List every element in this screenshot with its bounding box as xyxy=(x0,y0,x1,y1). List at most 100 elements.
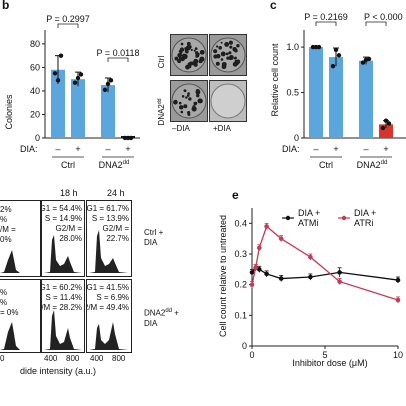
c-group-ctrl: Ctrl xyxy=(319,160,333,170)
b-pval-dna2: P = 0.0118 xyxy=(97,48,140,58)
plate-col-plus-dia: +DIA xyxy=(213,124,232,133)
colony-dot xyxy=(183,89,187,93)
colony-dot xyxy=(186,41,191,46)
c-point xyxy=(333,47,339,53)
d-xtick-2: 800 xyxy=(66,354,80,363)
e-ytick-label: 0.4 xyxy=(234,218,247,228)
c-point xyxy=(383,118,389,123)
c-ytick-label: 0 xyxy=(294,133,299,143)
d-xtick-3: 400 xyxy=(90,354,104,363)
e-ytick-label: 0.3 xyxy=(234,249,247,259)
colony-dot xyxy=(188,61,194,66)
colony-dot xyxy=(213,49,218,54)
e-ytick-label: 0 xyxy=(242,341,247,351)
b-point xyxy=(72,80,78,85)
b-point xyxy=(58,53,64,58)
b-dia-label: DIA: xyxy=(20,144,38,154)
colony-dot xyxy=(234,63,237,66)
e-point xyxy=(395,277,401,283)
c-sign-1: – xyxy=(313,144,318,154)
colony-dot xyxy=(197,90,200,94)
c-sign-4: + xyxy=(383,144,388,154)
histo-curve-left-bottom xyxy=(0,322,20,350)
e-point xyxy=(337,270,342,275)
b-point xyxy=(55,78,61,83)
colony-dot xyxy=(177,52,183,58)
b-point xyxy=(108,78,114,83)
c-sign-3: – xyxy=(363,144,368,154)
b-ytick-label: 0 xyxy=(35,133,40,143)
histo-curve-3 xyxy=(44,310,82,350)
colony-dot xyxy=(174,99,178,103)
colony-dot xyxy=(186,94,190,97)
colony-dot xyxy=(233,56,237,60)
c-bar xyxy=(309,47,323,138)
colony-dot xyxy=(188,97,192,101)
d-row-label-ctrl: Ctrl + DIA xyxy=(144,228,164,247)
colony-dot xyxy=(193,109,196,112)
e-point xyxy=(278,276,284,281)
colony-dot xyxy=(215,53,221,59)
colony-dot xyxy=(234,48,238,53)
histo-curve-2 xyxy=(89,230,128,273)
e-legend-atmi: DIA + ATMi xyxy=(298,208,320,228)
e-xtick-label: 5 xyxy=(322,350,327,360)
e-point xyxy=(249,270,255,275)
histo-curve-left-top xyxy=(0,250,20,273)
b-point xyxy=(105,81,111,87)
colony-dot xyxy=(183,104,188,109)
colony-dot xyxy=(187,113,191,116)
c-point xyxy=(363,57,369,63)
colony-dot xyxy=(180,42,184,46)
colony-dot xyxy=(185,96,188,99)
d-histo-ctrl-18h: G1 = 54.4% S = 14.9% G2/M = 28.0% xyxy=(41,200,85,277)
b-point xyxy=(125,135,131,141)
c-group-dna2: DNA2dd xyxy=(357,160,388,170)
d-xtick-1: 400 xyxy=(44,354,58,363)
colony-dot xyxy=(187,92,190,95)
colony-dot xyxy=(190,48,193,52)
d-histo-ctrl-24h: G1 = 61.7% S = 13.9% G2/M = 22.7% xyxy=(86,200,132,277)
b-point xyxy=(52,71,58,76)
e-ytick-label: 0.1 xyxy=(234,310,247,320)
panel-b-chart: Colonies 0 20 40 60 80 P = 0.2997 P = 0.0118… xyxy=(4,14,140,170)
colony-dot xyxy=(225,52,229,56)
c-ytick-label: 1.0 xyxy=(286,42,299,52)
b-point xyxy=(75,75,81,81)
c-pval-dna2: P < 0.000 xyxy=(364,12,403,22)
colony-dot xyxy=(193,101,198,106)
c-bar xyxy=(359,60,373,138)
colony-dot xyxy=(195,93,200,98)
d-histograms xyxy=(0,230,128,350)
colony-dot xyxy=(181,95,185,98)
colony-dot xyxy=(220,58,224,61)
colony-dot xyxy=(185,64,190,70)
colony-dot xyxy=(174,56,179,61)
colony-dot xyxy=(198,99,203,104)
histo-curve-4 xyxy=(89,322,128,350)
plate-ctrl-minus-dia xyxy=(170,34,208,76)
colony-dot xyxy=(218,45,222,50)
plate-row-labels: Ctrl DNA2dd xyxy=(157,56,166,126)
c-point xyxy=(330,63,336,69)
c-dia-label: DIA: xyxy=(282,144,300,154)
colony-dot xyxy=(199,49,205,55)
b-ytick-label: 60 xyxy=(30,62,40,72)
colony-dot xyxy=(215,45,219,48)
colony-dot xyxy=(185,45,191,51)
panel-letter-c: c xyxy=(270,0,277,12)
plate-col-minus-dia: –DIA xyxy=(172,124,190,133)
b-group-ctrl: Ctrl xyxy=(61,160,75,170)
b-ytick-label: 80 xyxy=(30,39,40,49)
c-point xyxy=(386,121,392,126)
e-point xyxy=(308,274,313,280)
panel-e-chart: Cell count relative to untreated 0 0.1 0.2… xyxy=(218,208,403,368)
e-point xyxy=(395,297,401,303)
e-xlabel: Inhibitor dose (μM) xyxy=(292,358,367,368)
e-point xyxy=(249,282,255,287)
panel-letter-e: e xyxy=(232,188,239,202)
plate-row-dna2: DNA2dd xyxy=(157,98,166,125)
colony-dot xyxy=(225,42,228,45)
d-xlabel: dide intensity (a.u.) xyxy=(20,366,97,376)
plate-ctrl-plus-dia xyxy=(209,34,247,76)
